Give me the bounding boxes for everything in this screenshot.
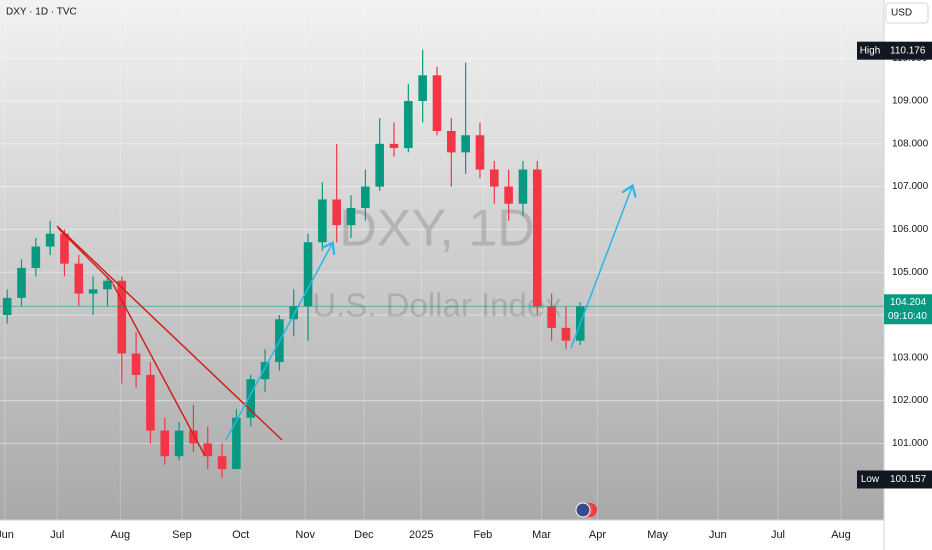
- high-tag: High: [860, 45, 881, 56]
- price-axis: [884, 0, 932, 550]
- x-tick-label: Jun: [0, 529, 14, 541]
- y-tick-label: 101.000: [892, 438, 929, 449]
- candle-body: [189, 430, 198, 444]
- y-tick-label: 109.000: [892, 96, 929, 107]
- y-tick-label: 106.000: [892, 224, 929, 235]
- x-tick-label: Dec: [354, 529, 374, 541]
- candle-body: [561, 327, 571, 341]
- candle-body: [232, 417, 241, 470]
- candle-body: [160, 430, 170, 457]
- x-tick-label: Sep: [172, 529, 192, 541]
- candle-body: [504, 186, 513, 204]
- candle-body: [74, 263, 84, 294]
- candle-body: [203, 443, 213, 457]
- candle-body: [432, 75, 442, 131]
- candle-body: [447, 130, 456, 153]
- candle-body: [88, 289, 98, 294]
- low-value-box: [884, 470, 932, 489]
- candle-body: [146, 374, 155, 431]
- candle-body: [547, 306, 556, 328]
- x-tick-label: May: [647, 529, 668, 541]
- candle-body: [489, 169, 499, 187]
- x-tick-label: Jul: [50, 529, 64, 541]
- candle-body: [131, 353, 141, 375]
- candle-body: [45, 233, 55, 247]
- candle-body: [361, 186, 370, 208]
- x-tick-label: Nov: [295, 529, 315, 541]
- candle-body: [103, 280, 112, 290]
- x-tick-label: Jul: [771, 529, 785, 541]
- x-tick-label: Oct: [232, 529, 249, 541]
- candle-body: [217, 456, 227, 470]
- x-tick-label: Jun: [709, 529, 727, 541]
- candle-body: [346, 208, 356, 226]
- watermark: DXY, 1D: [339, 200, 535, 258]
- high-value: 110.176: [890, 45, 926, 56]
- candle-body: [318, 199, 327, 243]
- trend-line: [112, 283, 206, 457]
- projection-arrow: [570, 187, 632, 349]
- last-price-box: [884, 294, 932, 325]
- candle-body: [31, 246, 41, 268]
- y-tick-label: 102.000: [892, 395, 929, 406]
- plot-background: [0, 0, 884, 520]
- candle-body: [475, 135, 485, 170]
- candle-body: [461, 135, 470, 153]
- candle-body: [260, 362, 270, 380]
- low-tag-box: [857, 470, 884, 489]
- x-tick-label: Aug: [111, 529, 131, 541]
- high-tag-box: [857, 41, 884, 60]
- candle-body: [246, 379, 256, 418]
- candle-body: [117, 280, 127, 354]
- symbol-info: DXY · 1D · TVC: [6, 7, 77, 18]
- countdown-label: 09:10:40: [888, 311, 927, 322]
- currency-label[interactable]: USD: [891, 8, 912, 19]
- candle-body: [174, 430, 184, 457]
- time-axis: [0, 520, 884, 550]
- candle-body: [418, 75, 427, 102]
- x-tick-label: Apr: [589, 529, 606, 541]
- low-value: 100.157: [890, 474, 927, 485]
- y-tick-label: 107.000: [892, 181, 929, 192]
- candle-body: [17, 267, 26, 298]
- candle-body: [303, 242, 313, 307]
- candle-body: [532, 169, 542, 307]
- projection-arrow: [225, 244, 332, 441]
- candle-body: [60, 233, 69, 264]
- y-tick-label: 108.000: [892, 138, 929, 149]
- candle-body: [375, 143, 384, 187]
- events[interactable]: [575, 502, 597, 518]
- high-value-box: [884, 41, 932, 60]
- x-tick-label: Aug: [831, 529, 851, 541]
- low-tag: Low: [861, 474, 880, 485]
- drawings: [56, 187, 632, 457]
- x-tick-label: Feb: [473, 529, 492, 541]
- trend-line: [57, 227, 114, 284]
- y-tick-label: 103.000: [892, 352, 929, 363]
- currency-button[interactable]: [885, 2, 929, 24]
- candle-body: [332, 199, 341, 226]
- x-tick-label: Mar: [532, 529, 551, 541]
- last-price-label: 104.204: [890, 297, 927, 308]
- candle-body: [289, 306, 299, 320]
- candle-body: [518, 169, 528, 204]
- candle-body: [404, 101, 413, 149]
- x-tick-label: 2025: [409, 529, 433, 541]
- y-tick-label: 105.000: [892, 267, 929, 278]
- candle-body: [389, 143, 399, 149]
- watermark-subtitle: U.S. Dollar Index: [312, 287, 562, 324]
